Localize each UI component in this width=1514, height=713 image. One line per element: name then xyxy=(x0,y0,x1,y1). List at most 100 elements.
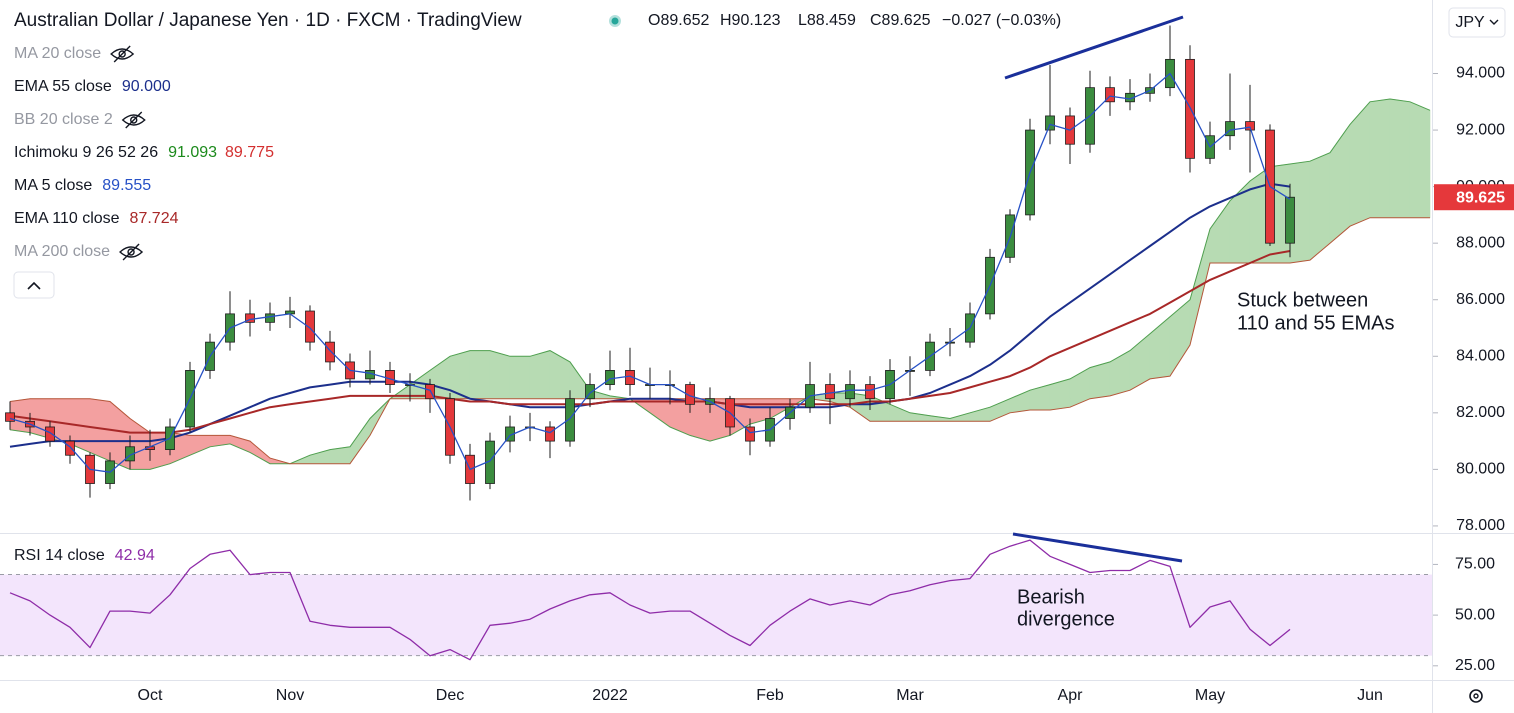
annotation: Bearish xyxy=(1017,586,1085,608)
status-dot xyxy=(611,17,619,25)
chart-title: Australian Dollar / Japanese Yen · 1D · … xyxy=(14,10,522,31)
currency-caret xyxy=(1489,19,1499,25)
quote-value: O89.652 xyxy=(648,12,709,29)
span-b-line xyxy=(9,217,1430,465)
quote-value: L88.459 xyxy=(798,12,856,29)
cloud-segment xyxy=(1369,98,1391,219)
x-tick-label: Mar xyxy=(896,687,924,704)
cloud-segment xyxy=(489,350,511,399)
cloud-segment xyxy=(689,398,711,442)
annotation: 110 and 55 EMAs xyxy=(1237,312,1395,334)
x-tick-label: Jun xyxy=(1357,687,1383,704)
x-tick-label: Nov xyxy=(276,687,304,704)
cloud-segment xyxy=(529,350,551,399)
ma-line xyxy=(9,182,1291,448)
rsi-legend-label: RSI 14 close xyxy=(14,547,105,564)
span-a-line xyxy=(9,98,1431,470)
gear-hub xyxy=(1473,693,1479,699)
currency-label: JPY xyxy=(1455,14,1485,31)
eye-pupil xyxy=(130,116,138,124)
y-tick-label: 80.000 xyxy=(1456,461,1505,478)
ma-line xyxy=(9,250,1291,434)
price-pane xyxy=(5,25,1431,501)
y-tick-label: 50.00 xyxy=(1455,606,1495,623)
hidden-eye-icon[interactable] xyxy=(121,111,146,129)
x-tick-label: 2022 xyxy=(592,687,628,704)
quote-value: −0.027 (−0.03%) xyxy=(942,12,1061,29)
candle-body xyxy=(565,398,575,442)
candle-body xyxy=(265,313,275,323)
legend: MA 20 close EMA 55 close 90.000 BB 20 close… xyxy=(14,45,274,261)
eye-pupil xyxy=(118,50,126,58)
y-tick-label: 92.000 xyxy=(1456,121,1505,138)
y-tick-label: 88.000 xyxy=(1456,234,1505,251)
ma-line xyxy=(9,72,1291,473)
candle-body xyxy=(1185,58,1195,159)
candle-body xyxy=(745,426,755,442)
x-tick-label: Feb xyxy=(756,687,784,704)
candle-body xyxy=(1245,121,1255,131)
candle-body xyxy=(1105,87,1115,103)
eye-slash xyxy=(122,243,140,261)
legend-value: 90.000 xyxy=(122,78,171,95)
candle-body xyxy=(605,370,615,385)
candle-body xyxy=(865,384,875,400)
legend-value: 87.724 xyxy=(130,210,179,227)
rsi-line xyxy=(9,539,1291,661)
collapse-button[interactable] xyxy=(13,271,55,299)
candle-body xyxy=(585,384,595,400)
eye-slash xyxy=(125,111,143,129)
candle-body xyxy=(245,313,255,323)
y-tick-label: 25.00 xyxy=(1455,657,1495,674)
y-tick-label: 82.000 xyxy=(1456,404,1505,421)
candle-body xyxy=(685,384,695,405)
y-tick-label: 94.000 xyxy=(1456,65,1505,82)
candle-body xyxy=(1225,121,1235,137)
last-price-tag xyxy=(1434,184,1514,211)
candle-body xyxy=(1045,115,1055,131)
currency-button[interactable] xyxy=(1448,7,1506,38)
y-tick-label: 75.00 xyxy=(1455,556,1495,573)
cloud-segment xyxy=(509,355,531,399)
annotation: divergence xyxy=(1017,608,1115,630)
y-tick-label: 84.000 xyxy=(1456,347,1505,364)
quote-value: H90.123 xyxy=(720,12,781,29)
rsi-legend-value: 42.94 xyxy=(115,547,155,564)
cloud-segment xyxy=(1309,152,1331,261)
rsi-pane xyxy=(0,539,1432,661)
cloud-segment xyxy=(1389,98,1411,219)
trend-line xyxy=(1004,15,1184,80)
legend-value: 91.093 xyxy=(168,144,217,161)
legend-label: MA 5 close xyxy=(14,177,92,194)
y-tick-label: 86.000 xyxy=(1456,291,1505,308)
candle-body xyxy=(845,384,855,400)
collapse-icon xyxy=(27,281,41,290)
quote: O89.652 H90.123 L88.459 C89.625 −0.027 (−0.0… xyxy=(648,12,1061,29)
candle-body xyxy=(545,426,555,442)
x-tick-label: Oct xyxy=(138,687,163,704)
legend-label: EMA 55 close xyxy=(14,78,112,95)
cloud-segment xyxy=(1089,361,1111,400)
candle-body xyxy=(305,310,315,343)
candle-body xyxy=(1285,196,1295,244)
rsi-band xyxy=(0,574,1432,656)
hidden-eye-icon[interactable] xyxy=(119,243,144,261)
y-tick-label: 78.000 xyxy=(1456,517,1505,534)
x-tick-label: May xyxy=(1195,687,1225,704)
eye-slash xyxy=(113,45,131,63)
hidden-eye-icon[interactable] xyxy=(110,45,135,63)
legend-label: MA 20 close xyxy=(14,45,101,62)
gear-ring xyxy=(1469,689,1483,703)
annotation: Stuck between xyxy=(1237,289,1368,311)
x-tick-label: Dec xyxy=(436,687,464,704)
candle-body xyxy=(65,440,75,456)
candle-body xyxy=(825,384,835,400)
trend-line xyxy=(1012,532,1183,563)
legend-value: 89.775 xyxy=(225,144,274,161)
eye-pupil xyxy=(127,248,135,256)
candle-body xyxy=(325,341,335,363)
cloud-segment xyxy=(469,350,491,399)
settings-icon[interactable] xyxy=(1469,689,1483,703)
